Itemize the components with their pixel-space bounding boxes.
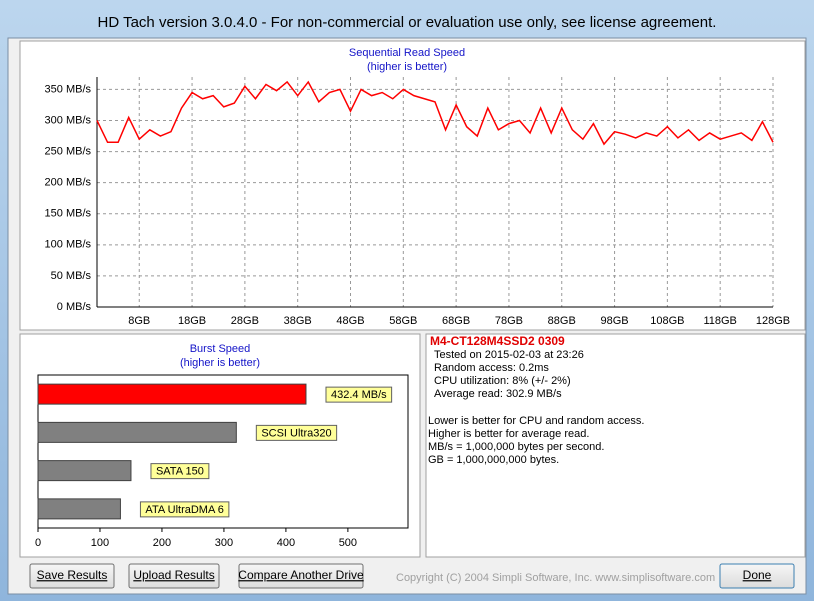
button[interactable] bbox=[238, 563, 364, 589]
x-tick-label: 118GB bbox=[703, 315, 736, 327]
bar bbox=[37, 460, 132, 482]
info-note: Higher is better for average read. bbox=[428, 428, 589, 440]
label-box bbox=[325, 386, 393, 403]
info-note: GB = 1,000,000,000 bytes. bbox=[428, 454, 559, 466]
label-box bbox=[139, 501, 230, 518]
info-panel bbox=[425, 333, 806, 558]
x-tick-label: 48GB bbox=[336, 315, 364, 327]
x-tick-label: 500 bbox=[339, 537, 357, 549]
button[interactable] bbox=[29, 563, 115, 589]
chart-title: Sequential Read Speed bbox=[349, 47, 465, 59]
chart-title: Burst Speed bbox=[190, 343, 251, 355]
x-tick-label: 400 bbox=[277, 537, 295, 549]
y-tick-label: 0 MB/s bbox=[57, 301, 92, 313]
x-tick-label: 128GB bbox=[756, 315, 790, 327]
info-line: Average read: 302.9 MB/s bbox=[434, 388, 562, 400]
y-tick-label: 50 MB/s bbox=[51, 270, 92, 282]
x-tick-label: 200 bbox=[153, 537, 171, 549]
x-tick-label: 78GB bbox=[495, 315, 523, 327]
y-tick-label: 300 MB/s bbox=[45, 114, 92, 126]
info-line: Tested on 2015-02-03 at 23:26 bbox=[434, 349, 584, 361]
bar-category-label: ATA UltraDMA 6 bbox=[145, 504, 223, 516]
window-title: HD Tach version 3.0.4.0 - For non-commer… bbox=[98, 14, 717, 31]
info-line: CPU utilization: 8% (+/- 2%) bbox=[434, 375, 571, 387]
bar-category-label: SCSI Ultra320 bbox=[261, 427, 331, 439]
read-panel bbox=[19, 40, 806, 331]
button-label[interactable]: Save Results bbox=[37, 568, 108, 582]
y-tick-label: 200 MB/s bbox=[45, 177, 92, 189]
x-tick-label: 108GB bbox=[650, 315, 684, 327]
x-tick-label: 98GB bbox=[600, 315, 628, 327]
x-tick-label: 28GB bbox=[231, 315, 259, 327]
copyright: Copyright (C) 2004 Simpli Software, Inc.… bbox=[396, 572, 715, 584]
y-tick-label: 350 MB/s bbox=[45, 83, 92, 95]
x-tick-label: 100 bbox=[91, 537, 109, 549]
info-note: MB/s = 1,000,000 bytes per second. bbox=[428, 441, 604, 453]
bar bbox=[37, 383, 307, 405]
read-line bbox=[96, 80, 774, 146]
bar bbox=[37, 421, 237, 443]
button[interactable] bbox=[719, 563, 795, 589]
x-tick-label: 88GB bbox=[548, 315, 576, 327]
y-tick-label: 250 MB/s bbox=[45, 146, 92, 158]
x-tick-label: 300 bbox=[215, 537, 233, 549]
bar bbox=[37, 498, 121, 520]
y-tick-label: 100 MB/s bbox=[45, 239, 92, 251]
bar-value-label: 432.4 MB/s bbox=[331, 389, 387, 401]
button-label[interactable]: Compare Another Drive bbox=[238, 568, 364, 582]
x-tick-label: 68GB bbox=[442, 315, 470, 327]
info-note: Lower is better for CPU and random acces… bbox=[428, 415, 644, 427]
x-tick-label: 8GB bbox=[128, 315, 150, 327]
label-box bbox=[255, 424, 338, 441]
x-tick-label: 58GB bbox=[389, 315, 417, 327]
info-line: Random access: 0.2ms bbox=[434, 362, 549, 374]
x-tick-label: 18GB bbox=[178, 315, 206, 327]
button[interactable] bbox=[128, 563, 220, 589]
label-box bbox=[150, 463, 210, 480]
x-tick-label: 38GB bbox=[284, 315, 312, 327]
x-tick-label: 0 bbox=[35, 537, 41, 549]
y-tick-label: 150 MB/s bbox=[45, 208, 92, 220]
chart-subtitle: (higher is better) bbox=[180, 357, 260, 369]
drive-name: M4-CT128M4SSD2 0309 bbox=[430, 334, 565, 348]
button-label[interactable]: Upload Results bbox=[133, 568, 214, 582]
chart-subtitle: (higher is better) bbox=[367, 61, 447, 73]
button-label[interactable]: Done bbox=[743, 568, 772, 582]
bar-category-label: SATA 150 bbox=[156, 466, 204, 478]
